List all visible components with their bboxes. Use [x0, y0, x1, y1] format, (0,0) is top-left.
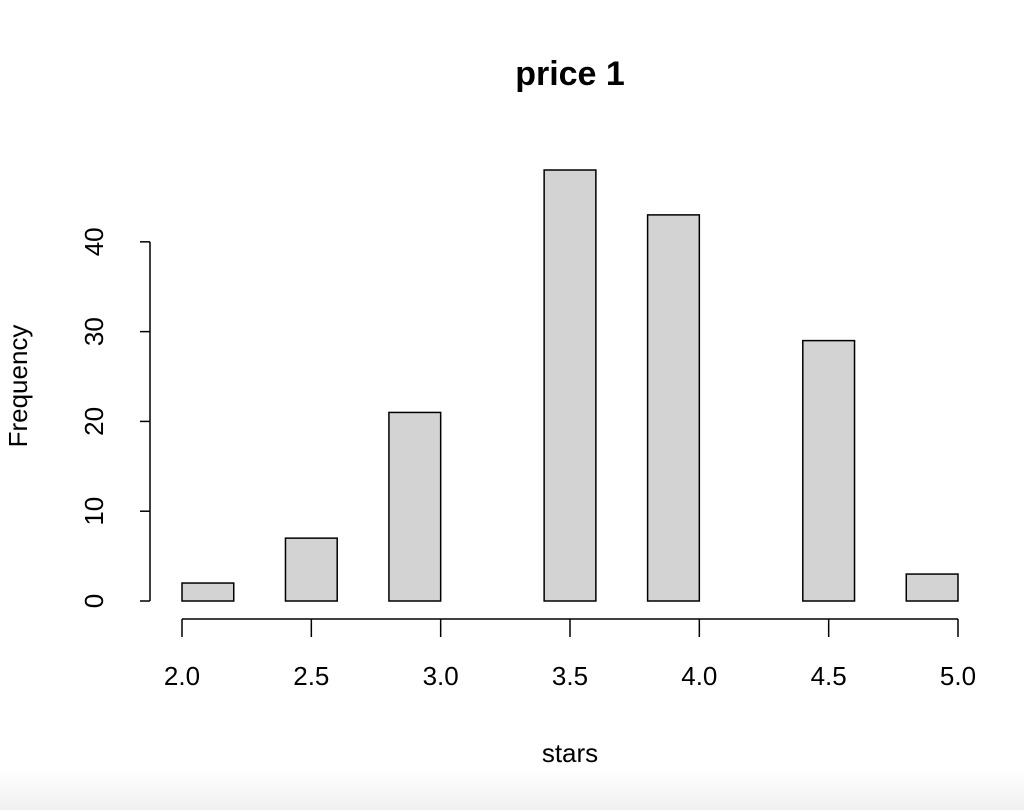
y-tick-label: 10 [79, 497, 109, 526]
bar [181, 582, 235, 602]
x-tick-label: 3.0 [423, 661, 459, 691]
bar [802, 339, 856, 602]
x-tick-label: 5.0 [940, 661, 976, 691]
x-tick-label: 2.0 [164, 661, 200, 691]
y-axis-label: Frequency [3, 325, 33, 448]
y-tick-label: 20 [79, 407, 109, 436]
bar [543, 169, 597, 602]
bar [646, 214, 701, 602]
x-tick-label: 4.5 [811, 661, 847, 691]
chart-title: price 1 [515, 55, 625, 93]
bar [388, 411, 442, 602]
x-tick-label: 4.0 [681, 661, 717, 691]
y-tick-label: 40 [79, 227, 109, 256]
y-tick-label: 0 [79, 594, 109, 608]
bar [284, 537, 338, 602]
x-tick-label: 2.5 [293, 661, 329, 691]
x-axis-label: stars [542, 738, 598, 768]
bar [905, 573, 959, 602]
x-tick-label: 3.5 [552, 661, 588, 691]
y-tick-label: 30 [79, 317, 109, 346]
